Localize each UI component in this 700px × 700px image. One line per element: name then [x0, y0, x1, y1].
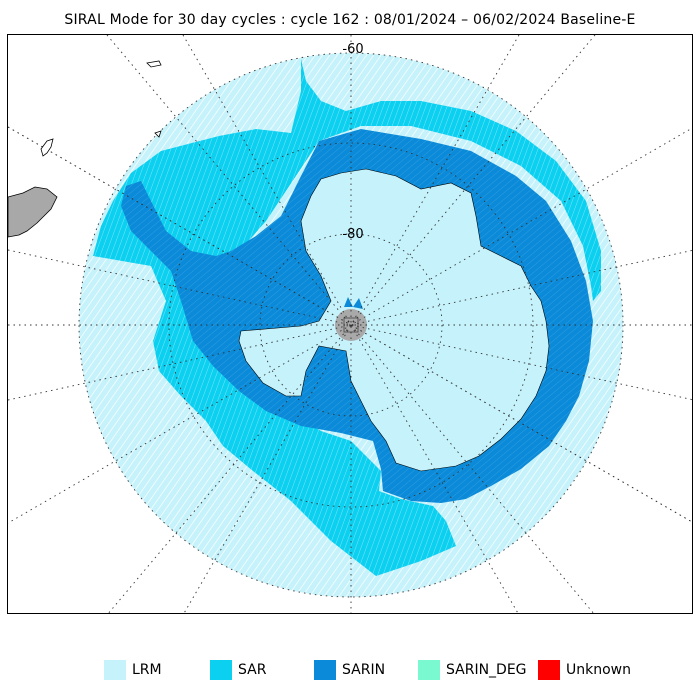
sar-sea-ice-region	[93, 59, 601, 576]
legend-label-sarin: SARIN	[342, 662, 386, 678]
map-title: SIRAL Mode for 30 day cycles : cycle 162…	[64, 12, 636, 28]
latitude-label-60: -60	[342, 42, 363, 57]
small-island	[146, 60, 162, 68]
legend-item-sarin: SARIN	[314, 658, 385, 682]
legend-item-sarin-deg: SARIN_DEG	[418, 658, 527, 682]
legend-swatch-sarin-deg	[418, 660, 440, 680]
falkland-island	[40, 138, 54, 157]
legend-item-lrm: LRM	[104, 658, 162, 682]
legend-swatch-sarin	[314, 660, 336, 680]
graticule	[8, 35, 692, 613]
latitude-circle-60	[78, 52, 624, 598]
latitude-circle-80	[259, 233, 443, 417]
latitude-label-80: -80	[342, 227, 363, 242]
legend-label-unknown: Unknown	[566, 662, 631, 678]
legend-swatch-unknown	[538, 660, 560, 680]
antarctica-lrm-interior	[238, 168, 550, 472]
legend-label-sarin-deg: SARIN_DEG	[446, 662, 527, 678]
south-america-tip	[8, 186, 58, 238]
legend-item-sar: SAR	[210, 658, 266, 682]
legend-swatch-sar	[210, 660, 232, 680]
meridian-line	[8, 126, 692, 523]
legend-label-lrm: LRM	[132, 662, 162, 678]
legend-label-sar: SAR	[238, 662, 267, 678]
polar-map: -60 -80	[7, 34, 693, 614]
legend-swatch-lrm	[104, 660, 126, 680]
pole-sarin-spikes	[344, 297, 363, 309]
small-island	[154, 130, 162, 138]
legend-item-unknown: Unknown	[538, 658, 631, 682]
latitude-circle-70	[168, 142, 534, 508]
legend: LRM SAR SARIN SARIN_DEG Unknown	[0, 658, 700, 682]
polar-map-svg: -60 -80	[8, 35, 692, 613]
